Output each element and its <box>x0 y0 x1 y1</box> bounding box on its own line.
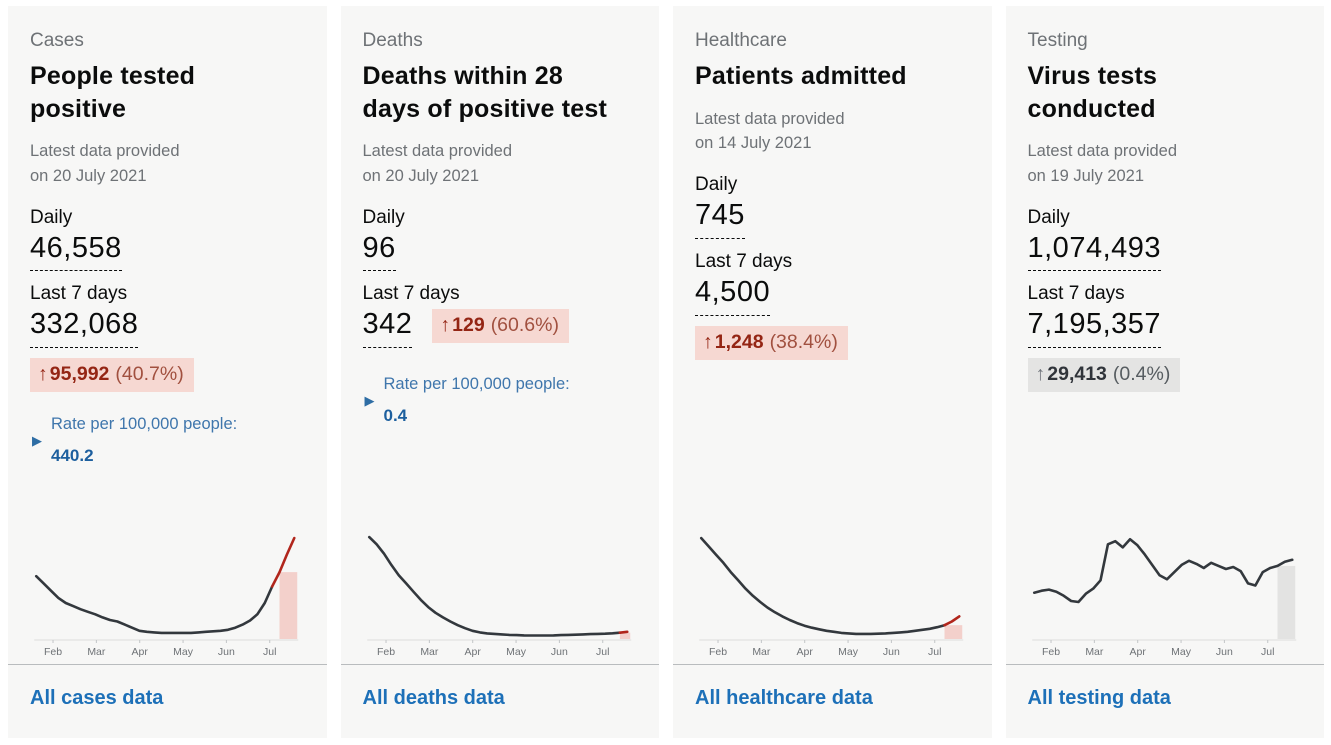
card-healthcare: Healthcare Patients admitted Latest data… <box>673 6 992 738</box>
testing-sparkline-chart: Feb Mar Apr May Jun Jul <box>1026 524 1301 664</box>
rate-label: Rate per 100,000 people: <box>51 415 238 434</box>
last-7-days-value: 342 <box>362 308 413 349</box>
svg-text:Feb: Feb <box>1041 646 1059 658</box>
rate-value: 0.4 <box>383 406 408 426</box>
latest-data-note: Latest data provided on 19 July 2021 <box>1027 142 1178 185</box>
rate-value: 440.2 <box>51 446 94 466</box>
expand-triangle-icon: ▶ <box>32 432 42 448</box>
change-percent: (40.7%) <box>115 363 184 386</box>
daily-value: 46,558 <box>30 232 122 272</box>
change-badge: ↑ 95,992 (40.7%) <box>30 358 194 393</box>
daily-label: Daily <box>1027 206 1070 228</box>
daily-value: 96 <box>362 232 396 272</box>
card-title: Virus tests conducted <box>1027 62 1158 123</box>
change-badge: ↑ 1,248 (38.4%) <box>695 325 848 360</box>
last-7-days-label: Last 7 days <box>1027 283 1125 305</box>
svg-text:Jul: Jul <box>928 646 941 658</box>
svg-text:May: May <box>173 646 194 658</box>
last-7-days-label: Last 7 days <box>30 283 128 305</box>
all-cases-data-link[interactable]: All cases data <box>30 687 164 709</box>
daily-label: Daily <box>30 206 73 228</box>
daily-value: 745 <box>695 199 745 239</box>
up-arrow-icon: ↑ <box>440 314 451 337</box>
deaths-sparkline-chart: Feb Mar Apr May Jun Jul <box>361 524 636 664</box>
card-title: Patients admitted <box>695 62 907 90</box>
svg-text:Apr: Apr <box>797 646 814 658</box>
svg-text:Apr: Apr <box>464 646 481 658</box>
svg-text:Feb: Feb <box>709 646 727 658</box>
svg-text:Jul: Jul <box>1261 646 1274 658</box>
svg-text:Jun: Jun <box>1215 646 1232 658</box>
last-7-days-value: 7,195,357 <box>1027 308 1162 349</box>
svg-text:Jun: Jun <box>550 646 567 658</box>
rate-label: Rate per 100,000 people: <box>383 375 570 394</box>
svg-text:Feb: Feb <box>44 646 62 658</box>
card-footer: All testing data <box>1005 664 1324 738</box>
card-testing: Testing Virus tests conducted Latest dat… <box>1005 6 1324 738</box>
daily-label: Daily <box>695 174 738 195</box>
change-badge: ↑ 29,413 (0.4%) <box>1027 358 1181 393</box>
change-value: 1,248 <box>714 330 764 353</box>
up-arrow-icon: ↑ <box>38 363 48 386</box>
card-category-label: Healthcare <box>695 30 787 51</box>
expand-triangle-icon: ▶ <box>364 392 375 408</box>
cases-sparkline-chart: Feb Mar Apr May Jun Jul <box>28 524 303 664</box>
svg-text:Feb: Feb <box>376 646 394 658</box>
latest-data-note: Latest data provided on 20 July 2021 <box>30 142 180 185</box>
change-value: 129 <box>452 314 485 337</box>
svg-text:May: May <box>506 646 527 658</box>
card-category-label: Testing <box>1027 30 1088 51</box>
card-deaths: Deaths Deaths within 28 days of positive… <box>340 6 659 738</box>
all-deaths-data-link[interactable]: All deaths data <box>362 687 505 709</box>
last-7-days-value: 4,500 <box>695 276 771 316</box>
up-arrow-icon: ↑ <box>1035 363 1046 386</box>
healthcare-sparkline-chart: Feb Mar Apr May Jun Jul <box>693 524 968 664</box>
svg-text:May: May <box>1171 646 1192 658</box>
all-testing-data-link[interactable]: All testing data <box>1027 687 1171 709</box>
card-title: Deaths within 28 days of positive test <box>362 62 608 123</box>
last-7-days-label: Last 7 days <box>362 283 460 305</box>
svg-text:Jun: Jun <box>218 646 235 658</box>
svg-text:Apr: Apr <box>1129 646 1146 658</box>
up-arrow-icon: ↑ <box>703 330 713 353</box>
rate-per-100k-toggle[interactable]: ▶ Rate per 100,000 people: 0.4 <box>365 372 636 428</box>
change-percent: (60.6%) <box>490 314 559 337</box>
svg-text:Jul: Jul <box>263 646 276 658</box>
card-title: People tested positive <box>30 62 196 123</box>
svg-text:Jul: Jul <box>596 646 609 658</box>
daily-label: Daily <box>362 206 405 228</box>
svg-text:Mar: Mar <box>87 646 106 658</box>
card-footer: All healthcare data <box>673 664 992 738</box>
card-footer: All deaths data <box>340 664 659 738</box>
last-7-days-value: 332,068 <box>30 308 139 349</box>
all-healthcare-data-link[interactable]: All healthcare data <box>695 687 873 709</box>
svg-text:Mar: Mar <box>1085 646 1104 658</box>
svg-text:Apr: Apr <box>132 646 149 658</box>
card-category-label: Deaths <box>362 30 423 51</box>
svg-text:Mar: Mar <box>420 646 439 658</box>
change-percent: (0.4%) <box>1112 363 1171 386</box>
rate-per-100k-toggle[interactable]: ▶ Rate per 100,000 people: 440.2 <box>32 412 303 468</box>
svg-text:Jun: Jun <box>883 646 900 658</box>
change-badge: ↑ 129 (60.6%) <box>432 309 569 344</box>
latest-data-note: Latest data provided on 20 July 2021 <box>362 142 513 185</box>
change-percent: (38.4%) <box>769 330 838 353</box>
latest-data-note: Latest data provided on 14 July 2021 <box>695 109 845 153</box>
daily-value: 1,074,493 <box>1027 232 1162 272</box>
change-value: 29,413 <box>1047 363 1107 386</box>
svg-text:May: May <box>838 646 859 658</box>
card-footer: All cases data <box>8 664 327 738</box>
card-category-label: Cases <box>30 30 84 51</box>
svg-text:Mar: Mar <box>752 646 771 658</box>
card-cases: Cases People tested positive Latest data… <box>8 6 327 738</box>
last-7-days-label: Last 7 days <box>695 250 793 272</box>
change-value: 95,992 <box>49 363 110 386</box>
